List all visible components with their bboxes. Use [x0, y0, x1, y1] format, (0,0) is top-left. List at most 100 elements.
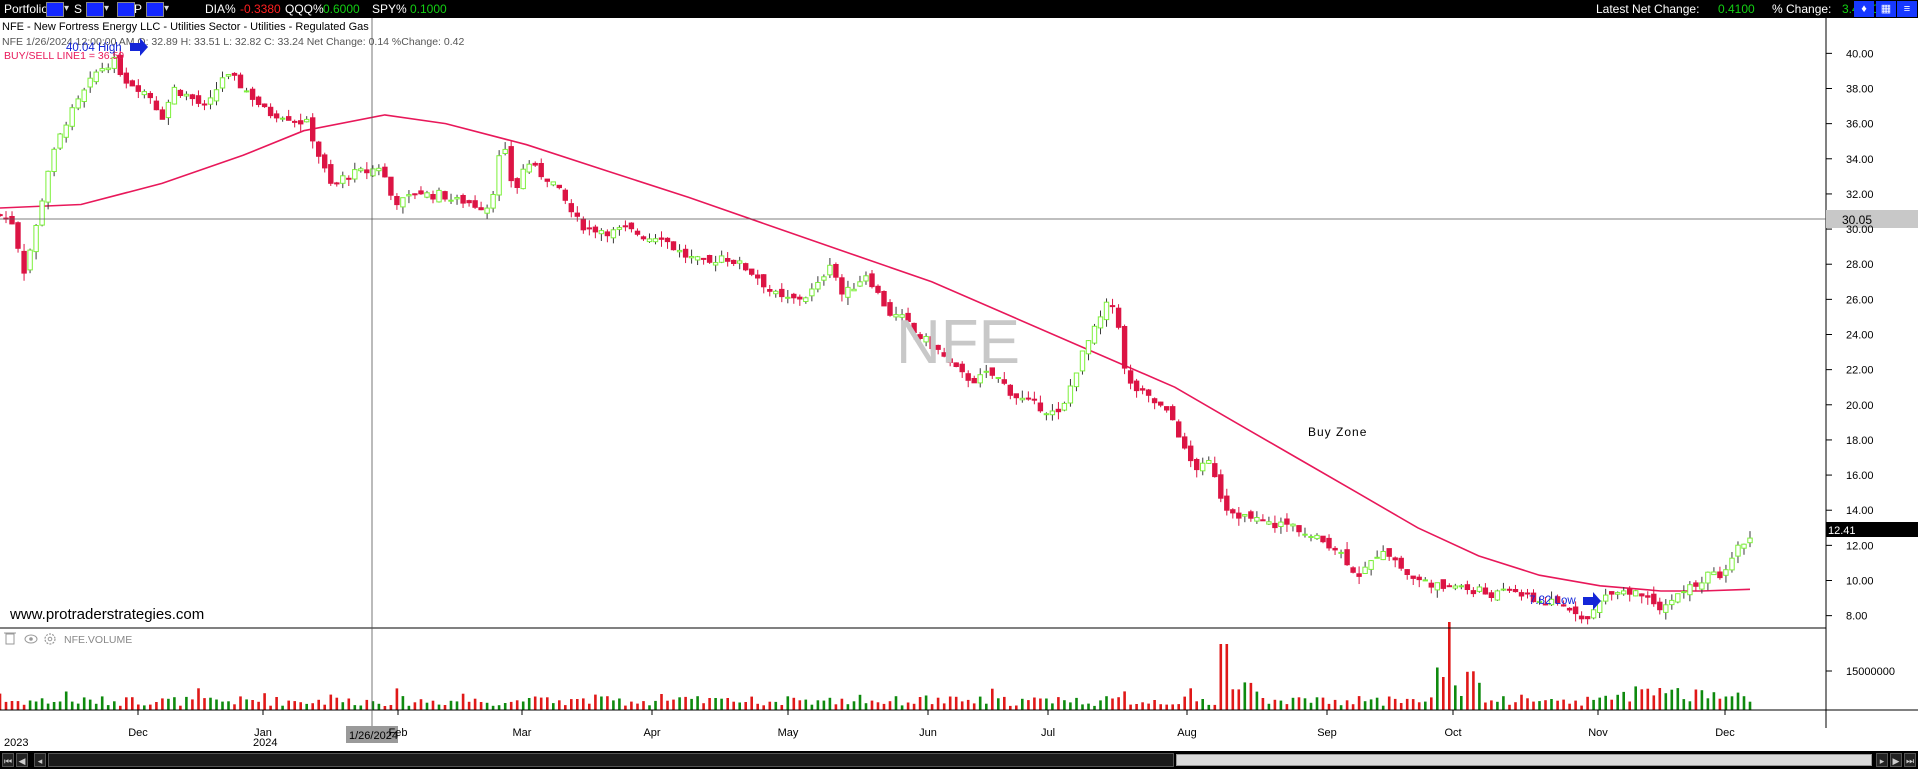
candle-body	[1350, 567, 1356, 573]
layout-icon[interactable]: ▦	[1876, 1, 1896, 17]
volume-bar	[509, 701, 513, 710]
scroll-track-left[interactable]	[48, 753, 1174, 767]
candle-body	[129, 80, 136, 87]
volume-bar	[149, 704, 152, 710]
candle-body	[1242, 514, 1248, 517]
crosshair-price-label: 30.05	[1842, 213, 1872, 227]
candle-body	[706, 255, 713, 263]
volume-bar	[1742, 696, 1746, 710]
candle-body	[448, 199, 454, 202]
candle-body	[983, 370, 989, 373]
color-selector-3[interactable]	[117, 2, 135, 17]
candle-body	[989, 367, 995, 376]
volume-bar	[576, 699, 579, 710]
candle-body	[953, 362, 959, 367]
volume-panel-label: NFE.VOLUME	[64, 634, 132, 646]
scroll-left-button[interactable]: ◂	[34, 753, 46, 767]
color-selector-4[interactable]	[146, 2, 164, 17]
alert-bell-icon[interactable]: ♦	[1854, 1, 1874, 17]
candle-body	[1079, 350, 1086, 372]
candle-body	[887, 302, 893, 316]
volume-bar	[720, 698, 723, 710]
volume-bar	[1123, 691, 1126, 710]
candle-body	[1741, 543, 1747, 549]
candle-body	[628, 222, 635, 230]
candle-body	[1693, 582, 1699, 587]
volume-bar	[443, 705, 447, 710]
candle-body	[237, 74, 244, 89]
candle-body	[640, 236, 647, 240]
trash-icon[interactable]	[4, 632, 16, 645]
scroll-last-button[interactable]: ⏭	[1904, 753, 1916, 767]
volume-bar	[1586, 696, 1589, 710]
low-arrow-icon	[1583, 592, 1601, 610]
volume-bar	[341, 702, 345, 710]
candle-body	[1615, 592, 1621, 595]
volume-bar	[1279, 700, 1283, 710]
candle-body	[622, 225, 629, 228]
candle-body	[773, 290, 779, 295]
candle-body	[1681, 591, 1687, 594]
volume-bar	[467, 701, 471, 710]
p-button[interactable]: P	[134, 2, 143, 16]
color-selector-1[interactable]	[46, 2, 64, 17]
month-label: Sep	[1317, 727, 1337, 739]
volume-bar	[930, 704, 934, 710]
volume-bar	[1135, 704, 1138, 710]
candle-body	[526, 163, 532, 173]
volume-bar	[52, 702, 56, 710]
visibility-icon[interactable]	[24, 634, 38, 644]
candle-body	[322, 154, 328, 169]
candle-body	[604, 231, 611, 237]
candle-body	[1572, 606, 1579, 615]
volume-bar	[347, 698, 351, 710]
dropdown-arrow-icon[interactable]: ▾	[104, 3, 110, 14]
volume-bar	[894, 696, 898, 710]
candle-body	[1687, 584, 1693, 596]
candle-body	[111, 56, 117, 69]
scroll-right-button[interactable]: ▸	[1876, 753, 1888, 767]
volume-bar	[1333, 699, 1337, 710]
candle-body	[839, 277, 845, 295]
scroll-thumb[interactable]	[1176, 754, 1872, 766]
s-button[interactable]: S	[74, 2, 83, 16]
candle-body	[1542, 603, 1549, 606]
dropdown-arrow-icon[interactable]: ▾	[64, 3, 70, 14]
candle-body	[279, 117, 286, 120]
scroll-prev-button[interactable]: ◀	[16, 753, 28, 767]
candle-body	[694, 256, 701, 261]
month-label: Jul	[1041, 727, 1055, 739]
scroll-first-button[interactable]: ⏮	[2, 753, 14, 767]
scroll-next-button[interactable]: ▶	[1890, 753, 1902, 767]
menu-icon[interactable]: ≡	[1897, 1, 1917, 17]
volume-bar	[1508, 704, 1511, 710]
volume-bar	[1003, 696, 1006, 710]
portfolio-button[interactable]: Portfolio	[4, 2, 49, 16]
candle-body	[1747, 537, 1753, 544]
candle-body	[1398, 557, 1404, 569]
dropdown-arrow-icon[interactable]: ▾	[164, 3, 170, 14]
candle-body	[460, 195, 466, 204]
volume-bar	[76, 703, 80, 710]
candle-body	[261, 103, 268, 108]
month-label: Apr	[643, 727, 660, 739]
volume-bar	[792, 697, 796, 710]
volume-bar	[263, 693, 266, 710]
volume-bar	[954, 696, 958, 710]
candle-body	[1506, 588, 1513, 591]
volume-bar	[1562, 699, 1565, 710]
price-chart[interactable]: 30.05 1/26/2024 12.41 40.00 38.00 36.00 34.…	[0, 18, 1918, 751]
volume-bar	[1141, 702, 1144, 710]
volume-bar	[1327, 703, 1331, 710]
candle-body	[1109, 305, 1116, 308]
color-selector-2[interactable]	[86, 2, 104, 17]
candle-body	[213, 89, 220, 102]
volume-bar	[1393, 698, 1397, 710]
candle-body	[1043, 413, 1050, 416]
gear-icon[interactable]	[44, 633, 56, 645]
candle-body	[165, 101, 172, 119]
candle-body	[1254, 517, 1260, 522]
candle-body	[670, 241, 677, 251]
candle-body	[340, 175, 346, 184]
ohlc-quote-line: NFE 1/26/2024 12:00:00 AM O: 32.89 H: 33…	[2, 36, 464, 48]
